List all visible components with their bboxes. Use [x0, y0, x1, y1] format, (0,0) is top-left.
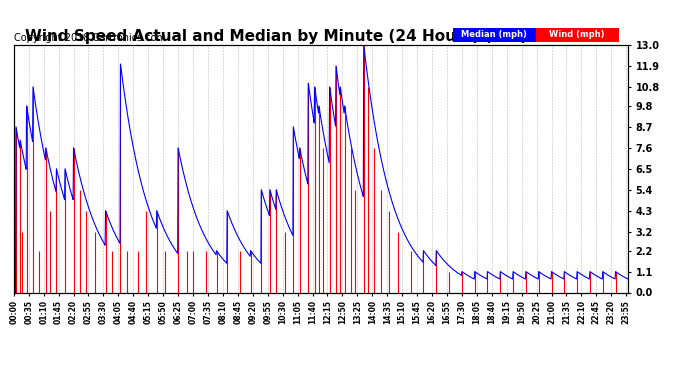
- FancyBboxPatch shape: [453, 28, 535, 42]
- Text: Wind (mph): Wind (mph): [549, 30, 605, 39]
- Title: Wind Speed Actual and Median by Minute (24 Hours) (Old) 20181011: Wind Speed Actual and Median by Minute (…: [25, 29, 617, 44]
- Text: Copyright 2018 Cartronics.com: Copyright 2018 Cartronics.com: [14, 33, 166, 42]
- FancyBboxPatch shape: [535, 28, 619, 42]
- Text: Median (mph): Median (mph): [462, 30, 527, 39]
